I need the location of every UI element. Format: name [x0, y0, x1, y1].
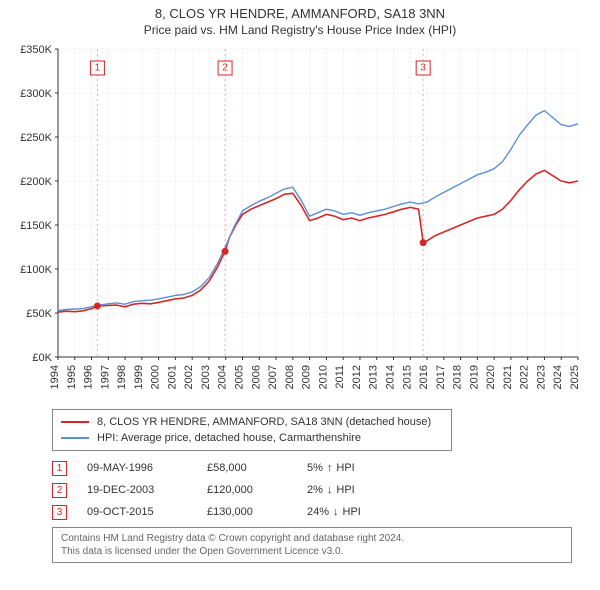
event-marker-box: 1	[52, 461, 67, 476]
chart-svg: £0K £50K £100K £150K £200K £250K £300K £350K 199…	[10, 43, 590, 403]
svg-text:2008: 2008	[284, 365, 296, 389]
page-title: 8, CLOS YR HENDRE, AMMANFORD, SA18 3NN	[10, 6, 590, 21]
event-date: 09-OCT-2015	[87, 506, 187, 518]
svg-text:2024: 2024	[552, 365, 564, 389]
svg-text:2015: 2015	[401, 365, 413, 389]
svg-text:2017: 2017	[435, 365, 447, 389]
svg-text:£300K: £300K	[20, 88, 52, 100]
event-price: £120,000	[207, 484, 287, 496]
svg-text:£200K: £200K	[20, 176, 52, 188]
svg-text:2014: 2014	[384, 365, 396, 389]
svg-text:2010: 2010	[317, 365, 329, 389]
svg-text:2005: 2005	[234, 365, 246, 389]
svg-text:2011: 2011	[334, 365, 346, 389]
event-price: £130,000	[207, 506, 287, 518]
event-price: £58,000	[207, 462, 287, 474]
svg-text:1998: 1998	[116, 365, 128, 389]
svg-text:2007: 2007	[267, 365, 279, 389]
legend-row: HPI: Average price, detached house, Carm…	[61, 430, 443, 446]
svg-text:2013: 2013	[368, 365, 380, 389]
event-delta: 5%↑HPI	[307, 462, 397, 474]
svg-text:1994: 1994	[49, 365, 61, 389]
events-table: 1 09-MAY-1996 £58,000 5%↑HPI 2 19-DEC-2003 £12…	[52, 457, 590, 523]
svg-text:1995: 1995	[66, 365, 78, 389]
arrow-down-icon: ↓	[333, 506, 339, 518]
svg-text:2018: 2018	[452, 365, 464, 389]
svg-text:2: 2	[222, 63, 228, 74]
arrow-up-icon: ↑	[327, 462, 333, 474]
svg-text:2009: 2009	[301, 365, 313, 389]
svg-text:1997: 1997	[99, 365, 111, 389]
page-subtitle: Price paid vs. HM Land Registry's House …	[10, 23, 590, 37]
event-row: 3 09-OCT-2015 £130,000 24%↓HPI	[52, 501, 590, 523]
svg-text:£0K: £0K	[32, 352, 52, 364]
svg-text:2021: 2021	[502, 365, 514, 389]
price-chart: £0K £50K £100K £150K £200K £250K £300K £350K 199…	[10, 43, 590, 403]
svg-text:3: 3	[420, 63, 426, 74]
svg-text:1999: 1999	[133, 365, 145, 389]
svg-text:1: 1	[95, 63, 101, 74]
svg-text:£150K: £150K	[20, 220, 52, 232]
svg-text:2012: 2012	[351, 365, 363, 389]
legend-swatch	[61, 437, 89, 439]
event-row: 2 19-DEC-2003 £120,000 2%↓HPI	[52, 479, 590, 501]
svg-text:2001: 2001	[166, 365, 178, 389]
event-date: 19-DEC-2003	[87, 484, 187, 496]
svg-text:£50K: £50K	[26, 308, 52, 320]
legend: 8, CLOS YR HENDRE, AMMANFORD, SA18 3NN (…	[52, 409, 452, 451]
license-line-1: Contains HM Land Registry data © Crown c…	[61, 532, 563, 545]
svg-text:£100K: £100K	[20, 264, 52, 276]
arrow-down-icon: ↓	[327, 484, 333, 496]
legend-label: 8, CLOS YR HENDRE, AMMANFORD, SA18 3NN (…	[97, 416, 431, 428]
license-line-2: This data is licensed under the Open Gov…	[61, 545, 563, 558]
svg-text:2004: 2004	[217, 365, 229, 389]
svg-text:2003: 2003	[200, 365, 212, 389]
svg-text:2002: 2002	[183, 365, 195, 389]
legend-row: 8, CLOS YR HENDRE, AMMANFORD, SA18 3NN (…	[61, 414, 443, 430]
svg-text:2025: 2025	[569, 365, 581, 389]
svg-text:2019: 2019	[468, 365, 480, 389]
license-box: Contains HM Land Registry data © Crown c…	[52, 527, 572, 563]
svg-text:£250K: £250K	[20, 132, 52, 144]
svg-text:2000: 2000	[150, 365, 162, 389]
event-delta: 24%↓HPI	[307, 506, 397, 518]
svg-text:1996: 1996	[83, 365, 95, 389]
event-marker-box: 3	[52, 505, 67, 520]
event-marker-box: 2	[52, 483, 67, 498]
event-delta: 2%↓HPI	[307, 484, 397, 496]
svg-text:2023: 2023	[535, 365, 547, 389]
legend-swatch	[61, 421, 89, 423]
svg-text:2006: 2006	[250, 365, 262, 389]
svg-text:2016: 2016	[418, 365, 430, 389]
svg-text:2022: 2022	[519, 365, 531, 389]
legend-label: HPI: Average price, detached house, Carm…	[97, 432, 361, 444]
svg-text:£350K: £350K	[20, 44, 52, 56]
event-date: 09-MAY-1996	[87, 462, 187, 474]
svg-text:2020: 2020	[485, 365, 497, 389]
event-row: 1 09-MAY-1996 £58,000 5%↑HPI	[52, 457, 590, 479]
